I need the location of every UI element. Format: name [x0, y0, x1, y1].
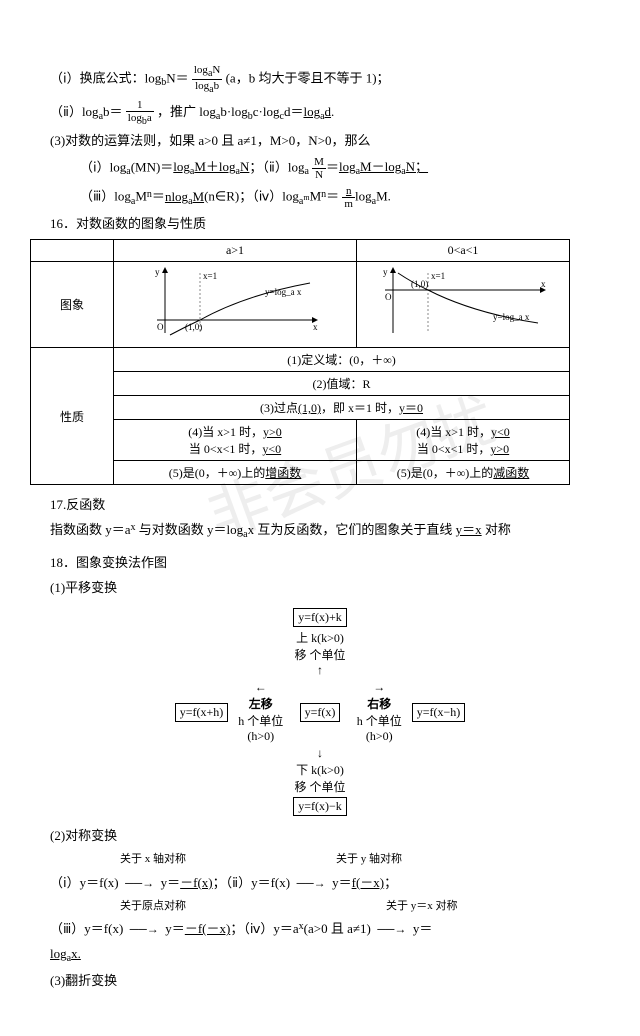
formula-3-i-ii: （ⅰ）loga(MN)＝logaM＋logaN；（ⅱ）loga MN＝logaM… [50, 156, 590, 181]
svg-text:x: x [313, 322, 318, 332]
svg-text:O: O [385, 292, 392, 302]
formula-ii: （ⅱ）logab＝ 1logba ，推广 logab·logbc·logcd＝l… [50, 99, 590, 127]
heading-18-1: (1)平移变换 [50, 578, 590, 599]
svg-text:y: y [383, 267, 388, 277]
svg-text:y=log_a x: y=log_a x [493, 312, 530, 322]
translation-diagram: y=f(x)+k 上 k(k>0)移 个单位↑ y=f(x+h) ←左移h 个单… [50, 606, 590, 818]
formula-3-intro: (3)对数的运算法则，如果 a>0 且 a≠1，M>0，N>0，那么 [50, 131, 590, 152]
inverse-function-text: 指数函数 y＝ax 与对数函数 y＝logax 互为反函数，它们的图象关于直线 … [50, 520, 590, 543]
symmetry-i-ii: （ⅰ）y＝f(x) ──→ y＝－f(x)；（ⅱ）y＝f(x) ──→ y＝f(… [50, 873, 590, 894]
properties-table: a>10<a<1 图象 x=1 y=log_a x (1,0) O x y x=… [30, 239, 570, 485]
graph-decreasing: x=1 y=log_a x (1,0) O x y [373, 265, 553, 340]
svg-text:x=1: x=1 [203, 271, 217, 281]
symmetry-labels-1: 关于 x 轴对称关于 y 轴对称 [50, 851, 590, 869]
heading-16: 16．对数函数的图象与性质 [50, 214, 590, 235]
svg-text:y: y [155, 267, 160, 277]
heading-18-3: (3)翻折变换 [50, 971, 590, 992]
graph-increasing: x=1 y=log_a x (1,0) O x y [145, 265, 325, 340]
svg-text:O: O [157, 322, 164, 332]
formula-3-iii-iv: （ⅲ）logaMn＝nlogaM(n∈R)；（ⅳ）logamMn＝ nmloga… [50, 185, 590, 210]
heading-17: 17.反函数 [50, 495, 590, 516]
symmetry-labels-2: 关于原点对称关于 y＝x 对称 [50, 898, 590, 916]
svg-text:x=1: x=1 [431, 271, 445, 281]
heading-18-2: (2)对称变换 [50, 826, 590, 847]
symmetry-iv-result: logax. [50, 944, 590, 967]
heading-18: 18．图象变换法作图 [50, 553, 590, 574]
svg-text:x: x [541, 279, 546, 289]
formula-i: （ⅰ）换底公式：logbN＝ logaNlogab (a，b 均大于零且不等于 … [50, 64, 590, 95]
svg-text:(1,0): (1,0) [185, 322, 202, 332]
symmetry-iii-iv: （ⅲ）y＝f(x) ──→ y＝－f(－x)；（ⅳ）y＝ax(a>0 且 a≠1… [50, 919, 590, 940]
svg-text:(1,0): (1,0) [411, 279, 428, 289]
svg-text:y=log_a x: y=log_a x [265, 287, 302, 297]
